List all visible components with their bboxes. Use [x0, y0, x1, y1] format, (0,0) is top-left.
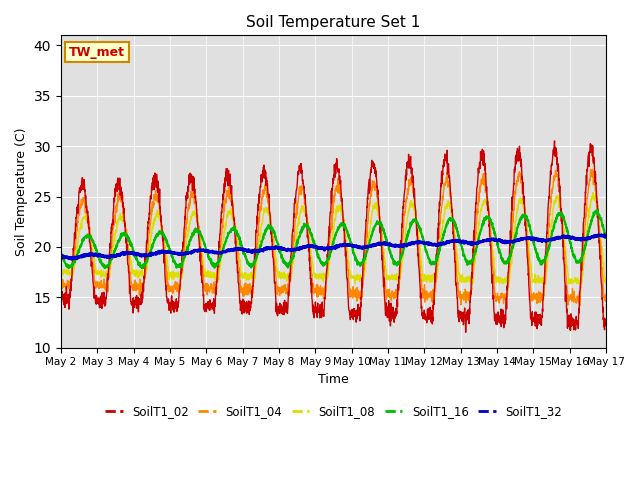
SoilT1_16	[492, 236, 500, 242]
SoilT1_08	[602, 279, 610, 285]
SoilT1_08	[589, 190, 596, 195]
Y-axis label: Soil Temperature (C): Soil Temperature (C)	[15, 127, 28, 256]
SoilT1_08	[554, 195, 562, 201]
SoilT1_32	[554, 236, 562, 241]
SoilT1_04	[57, 281, 65, 287]
SoilT1_08	[349, 275, 357, 281]
SoilT1_08	[209, 271, 217, 276]
SoilT1_02	[492, 311, 500, 317]
SoilT1_04	[554, 174, 562, 180]
Line: SoilT1_08: SoilT1_08	[61, 192, 606, 284]
SoilT1_16	[209, 262, 217, 268]
SoilT1_16	[570, 252, 577, 258]
SoilT1_32	[349, 243, 357, 249]
SoilT1_02	[554, 162, 562, 168]
Legend: SoilT1_02, SoilT1_04, SoilT1_08, SoilT1_16, SoilT1_32: SoilT1_02, SoilT1_04, SoilT1_08, SoilT1_…	[100, 400, 567, 423]
SoilT1_32	[362, 244, 369, 250]
SoilT1_16	[554, 211, 562, 217]
SoilT1_16	[594, 207, 602, 213]
SoilT1_04	[602, 291, 610, 297]
SoilT1_04	[589, 167, 596, 172]
SoilT1_02	[602, 323, 610, 328]
SoilT1_32	[595, 232, 603, 238]
SoilT1_04	[209, 286, 217, 291]
Title: Soil Temperature Set 1: Soil Temperature Set 1	[246, 15, 420, 30]
SoilT1_08	[492, 275, 500, 281]
SoilT1_32	[602, 233, 610, 239]
Line: SoilT1_02: SoilT1_02	[61, 141, 606, 332]
SoilT1_32	[67, 256, 75, 262]
SoilT1_08	[361, 269, 369, 275]
SoilT1_04	[361, 253, 369, 259]
SoilT1_04	[492, 293, 500, 299]
SoilT1_32	[492, 238, 500, 243]
Line: SoilT1_16: SoilT1_16	[61, 210, 606, 268]
SoilT1_04	[349, 284, 357, 289]
SoilT1_02	[462, 329, 470, 335]
SoilT1_16	[602, 234, 610, 240]
SoilT1_02	[570, 323, 577, 328]
SoilT1_04	[569, 295, 577, 300]
Text: TW_met: TW_met	[69, 46, 125, 59]
SoilT1_02	[361, 239, 369, 244]
Line: SoilT1_04: SoilT1_04	[61, 169, 606, 305]
Line: SoilT1_32: SoilT1_32	[61, 235, 606, 259]
SoilT1_16	[362, 253, 369, 259]
SoilT1_08	[57, 267, 65, 273]
SoilT1_04	[576, 302, 584, 308]
SoilT1_16	[57, 252, 65, 257]
SoilT1_02	[209, 305, 217, 311]
X-axis label: Time: Time	[318, 373, 349, 386]
SoilT1_16	[349, 251, 357, 256]
SoilT1_08	[570, 280, 577, 286]
SoilT1_02	[57, 297, 65, 303]
SoilT1_32	[209, 250, 217, 255]
SoilT1_02	[550, 138, 558, 144]
SoilT1_02	[349, 307, 357, 312]
SoilT1_32	[570, 235, 577, 240]
SoilT1_08	[540, 281, 547, 287]
SoilT1_16	[139, 265, 147, 271]
SoilT1_32	[57, 253, 65, 259]
